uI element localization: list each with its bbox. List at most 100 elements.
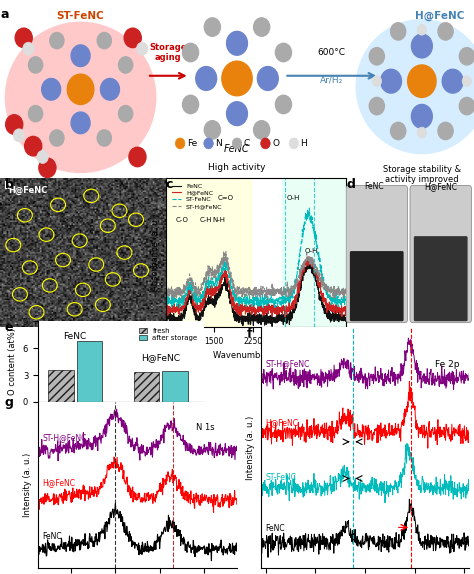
- Y-axis label: Absorbance (a. u.): Absorbance (a. u.): [151, 214, 160, 291]
- ST-FeNC: [163, 298, 169, 305]
- H@FeNC: [236, 307, 242, 314]
- Circle shape: [411, 104, 432, 128]
- Text: C-O: C-O: [175, 217, 188, 223]
- Text: Fe: Fe: [187, 139, 197, 148]
- Circle shape: [289, 138, 299, 149]
- Circle shape: [6, 115, 23, 134]
- Text: d: d: [346, 178, 355, 191]
- Circle shape: [196, 67, 217, 90]
- Legend: FeNC, H@FeNC, ST-FeNC, ST-H@FeNC: FeNC, H@FeNC, ST-FeNC, ST-H@FeNC: [169, 181, 225, 211]
- H@FeNC: [282, 313, 288, 320]
- Circle shape: [417, 127, 427, 138]
- Bar: [134, 373, 159, 402]
- ST-H@FeNC: [182, 284, 187, 291]
- H@FeNC: [287, 303, 292, 310]
- FeNC: [287, 317, 292, 324]
- Line: ST-FeNC: ST-FeNC: [166, 208, 346, 308]
- X-axis label: Wavenumber (cm⁻¹): Wavenumber (cm⁻¹): [213, 351, 299, 360]
- Text: g: g: [5, 396, 14, 409]
- Bar: [162, 371, 188, 402]
- ST-FeNC: [304, 217, 310, 224]
- Text: O: O: [272, 139, 279, 148]
- Text: N 1s: N 1s: [196, 422, 215, 432]
- Text: High activity: High activity: [208, 163, 266, 172]
- Text: Activity decreased: Activity decreased: [38, 178, 123, 187]
- Circle shape: [204, 121, 220, 139]
- Circle shape: [204, 18, 220, 36]
- Circle shape: [254, 121, 270, 139]
- Circle shape: [23, 42, 34, 55]
- Text: FeNC: FeNC: [42, 532, 62, 541]
- Text: H@FeNC: H@FeNC: [141, 352, 181, 362]
- Circle shape: [222, 61, 252, 96]
- Circle shape: [459, 48, 474, 65]
- Circle shape: [28, 106, 43, 122]
- ST-H@FeNC: [179, 296, 184, 303]
- Ellipse shape: [5, 22, 156, 173]
- Text: FeNC: FeNC: [224, 144, 250, 154]
- Circle shape: [137, 42, 148, 55]
- Y-axis label: Intensity (a. u.): Intensity (a. u.): [23, 453, 32, 517]
- Circle shape: [124, 28, 141, 48]
- Circle shape: [71, 112, 90, 134]
- ST-FeNC: [307, 205, 312, 212]
- ST-H@FeNC: [343, 290, 349, 297]
- Text: H@FeNC: H@FeNC: [415, 11, 465, 21]
- ST-FeNC: [182, 293, 187, 300]
- Circle shape: [275, 95, 292, 114]
- Text: H@FeNC: H@FeNC: [8, 185, 48, 195]
- FancyBboxPatch shape: [410, 185, 472, 323]
- Circle shape: [97, 33, 111, 49]
- Text: f: f: [246, 327, 252, 340]
- Circle shape: [15, 28, 32, 48]
- Circle shape: [438, 23, 453, 40]
- Circle shape: [381, 69, 401, 93]
- ST-H@FeNC: [287, 288, 293, 294]
- Text: Ar/H₂: Ar/H₂: [320, 76, 344, 85]
- Circle shape: [411, 34, 432, 58]
- Circle shape: [372, 76, 382, 87]
- Circle shape: [67, 74, 94, 104]
- FeNC: [307, 265, 313, 272]
- FancyBboxPatch shape: [414, 236, 467, 321]
- Circle shape: [182, 95, 199, 114]
- FeNC: [269, 323, 275, 330]
- ST-H@FeNC: [307, 253, 313, 260]
- Text: O-H: O-H: [286, 195, 300, 201]
- Circle shape: [275, 43, 292, 61]
- Text: H: H: [301, 139, 307, 148]
- FeNC: [236, 319, 242, 326]
- Text: H@FeNC: H@FeNC: [42, 478, 75, 487]
- Circle shape: [50, 130, 64, 146]
- Text: ST-H@FeNC: ST-H@FeNC: [265, 359, 310, 369]
- Y-axis label: Intensity (a. u.): Intensity (a. u.): [246, 416, 255, 480]
- H@FeNC: [163, 302, 169, 309]
- H@FeNC: [304, 254, 310, 261]
- Text: b: b: [5, 178, 14, 191]
- Circle shape: [204, 138, 213, 149]
- Text: N: N: [215, 139, 222, 148]
- Text: FeNC: FeNC: [265, 523, 285, 533]
- Text: ST-FeNC: ST-FeNC: [57, 11, 104, 21]
- FeNC: [343, 316, 349, 323]
- Text: e: e: [5, 321, 13, 335]
- Y-axis label: O content (at%): O content (at%): [8, 328, 17, 395]
- ST-FeNC: [177, 304, 182, 311]
- Circle shape: [254, 18, 270, 36]
- Circle shape: [442, 69, 463, 93]
- Text: Fe 2p: Fe 2p: [435, 360, 459, 369]
- Circle shape: [227, 32, 247, 55]
- Circle shape: [417, 24, 427, 35]
- H@FeNC: [307, 258, 313, 265]
- Circle shape: [13, 129, 25, 142]
- FeNC: [182, 315, 187, 321]
- Circle shape: [118, 106, 133, 122]
- Text: N-H: N-H: [212, 217, 225, 223]
- Circle shape: [462, 76, 472, 87]
- FeNC: [163, 311, 169, 317]
- Circle shape: [369, 48, 384, 65]
- Text: FeNC: FeNC: [365, 183, 384, 191]
- Text: C=O: C=O: [217, 195, 233, 201]
- Bar: [48, 370, 73, 402]
- Circle shape: [408, 65, 436, 98]
